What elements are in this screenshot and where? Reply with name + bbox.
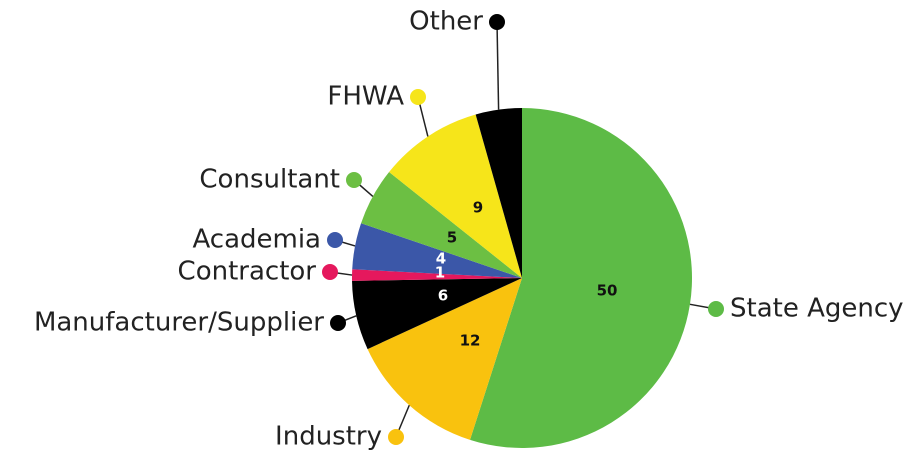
legend-dot (322, 264, 338, 280)
value-label: 9 (473, 199, 483, 217)
value-label: 6 (438, 287, 448, 305)
pie-slice (361, 172, 522, 278)
value-label: 4 (436, 250, 446, 268)
legend-dot (330, 315, 346, 331)
category-label: State Agency (730, 294, 904, 324)
pie-slice (352, 269, 522, 281)
legend-dot (489, 14, 505, 30)
legend-dot (708, 301, 724, 317)
category-label: FHWA (327, 82, 404, 112)
pie-slice (367, 278, 522, 440)
legend-dot (410, 89, 426, 105)
value-label: 50 (597, 282, 618, 300)
legend-dot (388, 429, 404, 445)
legend-dot (346, 172, 362, 188)
value-label: 12 (460, 332, 481, 350)
pie-slice (470, 108, 692, 448)
category-label: Manufacturer/Supplier (34, 308, 324, 338)
value-label: 1 (435, 264, 445, 282)
category-label: Academia (192, 225, 321, 255)
category-label: Industry (275, 422, 382, 452)
category-label: Consultant (199, 165, 340, 195)
pie-slice (352, 223, 522, 278)
pie-slice (352, 278, 522, 350)
legend-dot (327, 232, 343, 248)
pie-slice (475, 108, 522, 278)
category-label: Contractor (178, 257, 317, 287)
category-label: Other (409, 7, 483, 37)
value-label: 5 (447, 229, 457, 247)
leader-line (496, 21, 500, 110)
pie-slice (389, 114, 522, 278)
